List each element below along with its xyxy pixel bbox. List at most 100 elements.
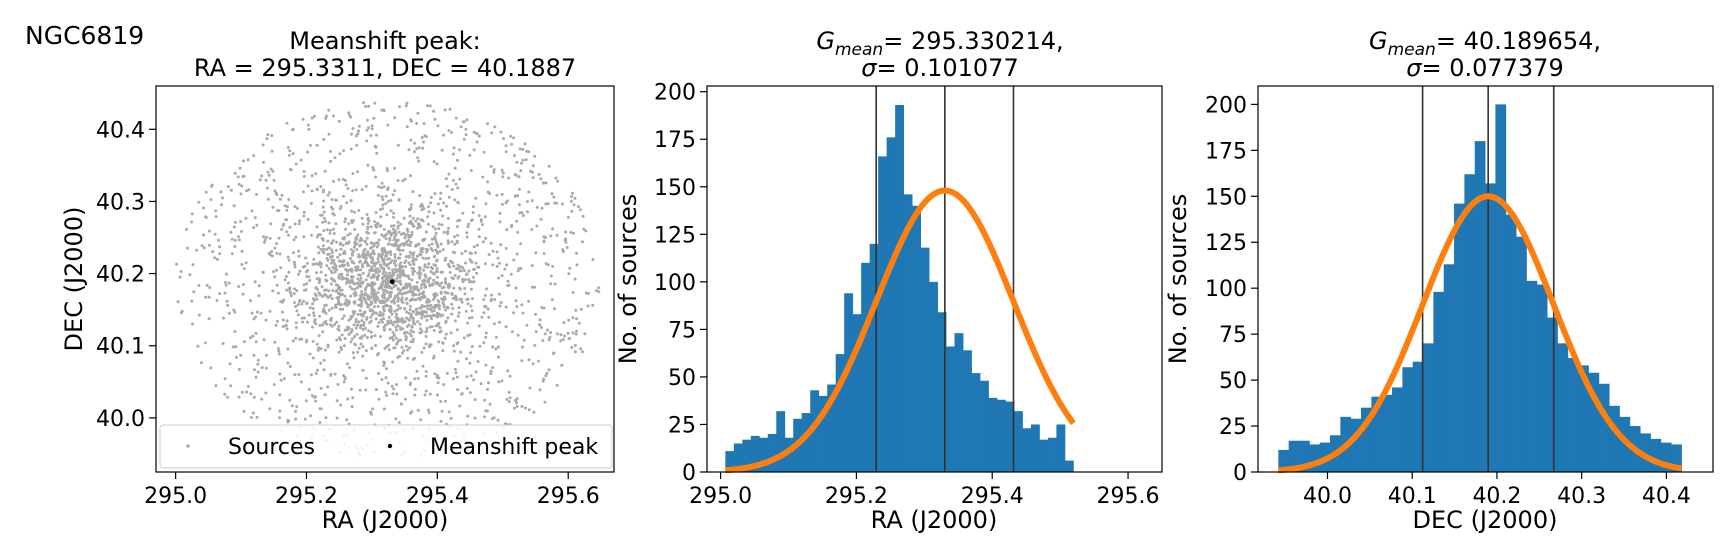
- source-point: [421, 364, 425, 368]
- source-point: [278, 252, 282, 256]
- source-point: [392, 334, 396, 337]
- source-point: [349, 331, 353, 334]
- source-point: [331, 239, 335, 243]
- source-point: [420, 208, 424, 212]
- source-point: [417, 159, 421, 163]
- source-point: [458, 148, 462, 152]
- source-point: [423, 295, 427, 299]
- source-point: [470, 260, 474, 264]
- source-point: [361, 345, 365, 349]
- dec-title-value: = 40.189654,: [1436, 27, 1601, 55]
- source-point: [242, 174, 246, 178]
- source-point: [424, 389, 428, 393]
- source-point: [546, 263, 550, 267]
- source-point: [439, 400, 443, 403]
- source-point: [412, 330, 416, 334]
- source-point: [401, 179, 405, 183]
- source-point: [512, 311, 516, 315]
- source-point: [369, 315, 373, 319]
- source-point: [408, 308, 412, 312]
- source-point: [436, 124, 440, 128]
- source-point: [311, 356, 315, 360]
- source-point: [357, 129, 360, 133]
- source-point: [399, 288, 402, 292]
- source-point: [510, 142, 514, 146]
- source-point: [551, 264, 555, 268]
- source-point: [409, 304, 412, 308]
- source-point: [419, 327, 422, 331]
- source-point: [349, 294, 353, 298]
- source-point: [408, 346, 412, 350]
- source-point: [262, 338, 266, 342]
- source-point: [516, 194, 520, 198]
- source-point: [443, 108, 447, 112]
- source-point: [332, 232, 336, 235]
- source-point: [504, 144, 508, 148]
- source-point: [422, 140, 425, 144]
- dec-hist-xtick-label: 40.1: [1388, 484, 1437, 509]
- source-point: [311, 262, 315, 266]
- source-point: [456, 186, 460, 190]
- source-point: [396, 220, 400, 224]
- source-point: [336, 255, 340, 259]
- source-point: [341, 252, 345, 255]
- source-point: [230, 252, 234, 256]
- source-point: [309, 373, 313, 377]
- source-point: [470, 316, 474, 320]
- source-point: [251, 411, 255, 415]
- source-point: [351, 189, 355, 193]
- source-point: [552, 351, 556, 355]
- source-point: [315, 143, 319, 147]
- source-point: [395, 240, 398, 244]
- source-point: [366, 118, 369, 122]
- source-point: [348, 113, 351, 117]
- source-point: [322, 216, 326, 220]
- source-point: [196, 344, 200, 348]
- source-point: [245, 189, 249, 193]
- source-point: [550, 192, 554, 196]
- source-point: [218, 252, 222, 256]
- source-point: [584, 291, 588, 295]
- source-point: [356, 132, 360, 136]
- source-point: [292, 260, 296, 264]
- source-point: [347, 111, 351, 115]
- source-point: [419, 253, 423, 257]
- source-point: [233, 245, 237, 248]
- ra-hist-bar: [827, 384, 837, 472]
- source-point: [359, 297, 363, 301]
- source-point: [269, 167, 273, 171]
- source-point: [226, 395, 230, 399]
- source-point: [358, 388, 362, 392]
- source-point: [393, 189, 397, 193]
- source-point: [374, 211, 378, 214]
- source-point: [572, 203, 576, 207]
- source-point: [577, 321, 581, 325]
- source-point: [421, 279, 425, 283]
- source-point: [531, 362, 535, 366]
- source-point: [382, 364, 386, 367]
- ra-hist-bar: [980, 380, 989, 472]
- source-point: [264, 391, 268, 395]
- source-point: [424, 257, 428, 260]
- source-point: [300, 302, 304, 306]
- source-point: [435, 270, 439, 273]
- source-point: [421, 256, 425, 260]
- source-point: [325, 248, 329, 251]
- source-point: [433, 235, 437, 238]
- source-point: [338, 264, 342, 268]
- source-point: [512, 136, 515, 140]
- source-point: [503, 267, 507, 271]
- source-point: [444, 308, 448, 312]
- source-point: [391, 268, 395, 272]
- source-point: [218, 292, 222, 296]
- source-point: [391, 323, 395, 327]
- source-point: [252, 154, 256, 158]
- source-point: [384, 202, 388, 205]
- source-point: [473, 251, 477, 255]
- source-point: [402, 243, 406, 247]
- source-point: [384, 323, 387, 327]
- source-point: [507, 176, 511, 180]
- source-point: [430, 317, 433, 321]
- source-point: [381, 296, 385, 299]
- source-point: [317, 277, 321, 281]
